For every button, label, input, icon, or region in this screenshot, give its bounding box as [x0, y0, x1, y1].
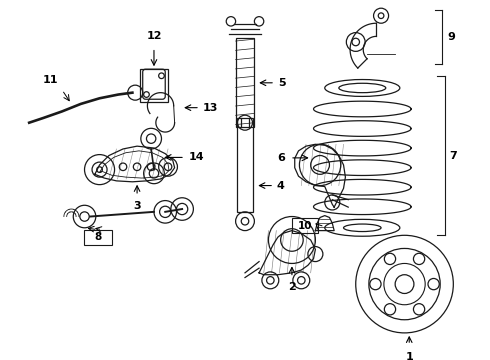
Bar [140, 69, 168, 102]
Bar [84, 230, 112, 245]
Text: 3: 3 [133, 201, 141, 211]
Text: 11: 11 [43, 75, 58, 85]
Text: 10: 10 [298, 221, 312, 231]
Text: 14: 14 [189, 152, 204, 162]
Text: 8: 8 [94, 232, 101, 242]
Text: 2: 2 [288, 282, 296, 292]
Text: 1: 1 [405, 352, 413, 360]
Text: 9: 9 [448, 32, 456, 42]
Bar [237, 118, 253, 212]
Text: 13: 13 [203, 103, 218, 113]
Bar [292, 219, 318, 233]
Text: 5: 5 [278, 78, 286, 88]
Text: 12: 12 [146, 31, 162, 41]
Text: 4: 4 [277, 181, 285, 190]
Text: 7: 7 [450, 150, 457, 161]
Text: 6: 6 [277, 153, 285, 163]
Bar [236, 38, 254, 127]
